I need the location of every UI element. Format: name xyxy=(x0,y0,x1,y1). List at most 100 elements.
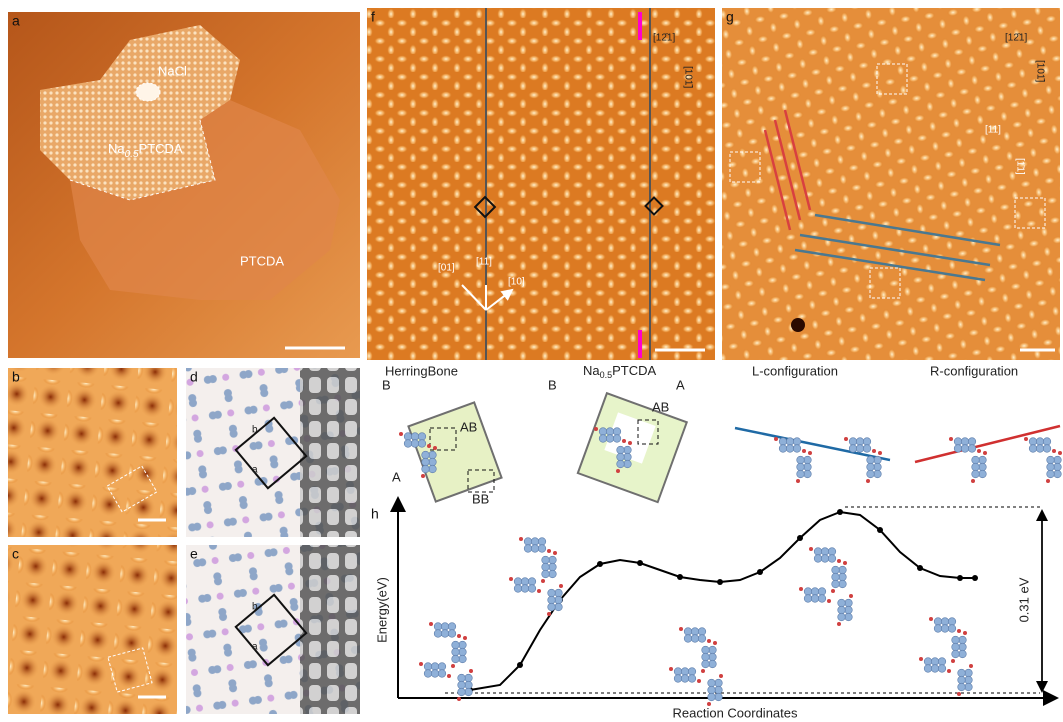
atom-ring xyxy=(429,458,437,466)
atom-ring xyxy=(434,623,442,631)
molecule xyxy=(419,662,451,678)
atom-ring xyxy=(839,580,847,588)
atom-ring xyxy=(524,545,532,553)
atom-ring xyxy=(1036,438,1044,446)
atom-ring xyxy=(1029,438,1037,446)
atom-ring xyxy=(702,660,710,668)
atom-ring xyxy=(599,428,607,436)
oxygen xyxy=(849,594,853,598)
oxygen xyxy=(844,437,848,441)
atom-ring xyxy=(863,445,871,453)
atom-ring xyxy=(452,641,460,649)
stm-image xyxy=(8,545,177,714)
atom-ring xyxy=(431,663,439,671)
direction: [11] xyxy=(476,257,492,268)
curve-point xyxy=(677,574,683,580)
oxygen xyxy=(837,559,841,563)
molecule xyxy=(519,537,551,553)
panel-label: c xyxy=(12,546,19,562)
atom-ring xyxy=(606,428,614,436)
atom-ring xyxy=(599,435,607,443)
nacl-island xyxy=(136,83,160,101)
atom-ring xyxy=(514,578,522,586)
energy-curve xyxy=(470,512,975,690)
atom-ring xyxy=(709,653,717,661)
site-label: B xyxy=(382,377,391,392)
oxygen xyxy=(697,679,701,683)
atom-ring xyxy=(811,595,819,603)
atom-ring xyxy=(972,456,980,464)
site-label: A xyxy=(676,377,685,392)
atom-ring xyxy=(459,655,467,663)
atom-ring xyxy=(715,679,723,687)
direction: [11] xyxy=(985,125,1001,136)
atom-ring xyxy=(691,628,699,636)
atom-ring xyxy=(422,465,430,473)
curve-point xyxy=(757,569,763,575)
barrier-label: 0.31 eV xyxy=(1016,577,1031,622)
model-title: R-configuration xyxy=(930,363,1018,378)
atom-ring xyxy=(1047,470,1055,478)
atom-ring xyxy=(429,451,437,459)
oxygen xyxy=(929,617,933,621)
curve-point xyxy=(797,535,803,541)
molecule xyxy=(837,594,853,626)
stm-image xyxy=(367,8,715,360)
oxygen xyxy=(971,479,975,483)
atom-ring xyxy=(961,445,969,453)
atom-ring xyxy=(1047,463,1055,471)
axis-label: b xyxy=(252,602,258,613)
atom-ring xyxy=(438,670,446,678)
atom-ring xyxy=(548,603,556,611)
atom-ring xyxy=(688,668,696,676)
atom-ring xyxy=(549,556,557,564)
atom-ring xyxy=(528,578,536,586)
atom-ring xyxy=(786,445,794,453)
atom-ring xyxy=(821,548,829,556)
atom-ring xyxy=(958,683,966,691)
oxygen xyxy=(669,667,673,671)
atom-ring xyxy=(856,445,864,453)
atom-ring xyxy=(839,566,847,574)
atom-ring xyxy=(555,589,563,597)
panel-label: b xyxy=(12,369,20,385)
t: 0.5 xyxy=(125,149,139,160)
atom-ring xyxy=(849,438,857,446)
atom-ring xyxy=(458,681,466,689)
atom-ring xyxy=(832,580,840,588)
molecule xyxy=(949,437,981,453)
atom-ring xyxy=(624,460,632,468)
atom-ring xyxy=(948,625,956,633)
atom-ring xyxy=(674,675,682,683)
atom-ring xyxy=(465,674,473,682)
oxygen xyxy=(451,664,455,668)
atom-ring xyxy=(674,668,682,676)
panel-label: d xyxy=(190,369,198,385)
oxygen xyxy=(957,629,961,633)
atom-ring xyxy=(458,688,466,696)
oxygen xyxy=(983,451,987,455)
atom-ring xyxy=(429,465,437,473)
oxygen xyxy=(559,584,563,588)
axis-label: a xyxy=(252,642,258,653)
direction: [10] xyxy=(508,277,525,288)
panel-label: h xyxy=(371,506,379,522)
panel-label: a xyxy=(12,13,20,29)
atom-ring xyxy=(549,563,557,571)
atom-ring xyxy=(438,663,446,671)
atom-ring xyxy=(938,665,946,673)
atom-ring xyxy=(404,440,412,448)
atom-ring xyxy=(968,445,976,453)
atom-ring xyxy=(779,438,787,446)
atom-ring xyxy=(1043,438,1051,446)
oxygen xyxy=(951,659,955,663)
ptcda-label: PTCDA xyxy=(240,253,284,268)
curve-point xyxy=(877,527,883,533)
atom-ring xyxy=(952,643,960,651)
atom-ring xyxy=(709,646,717,654)
atom-ring xyxy=(818,595,826,603)
molecule xyxy=(951,631,967,663)
molecule xyxy=(707,674,723,706)
atom-ring xyxy=(954,438,962,446)
atom-ring xyxy=(954,445,962,453)
